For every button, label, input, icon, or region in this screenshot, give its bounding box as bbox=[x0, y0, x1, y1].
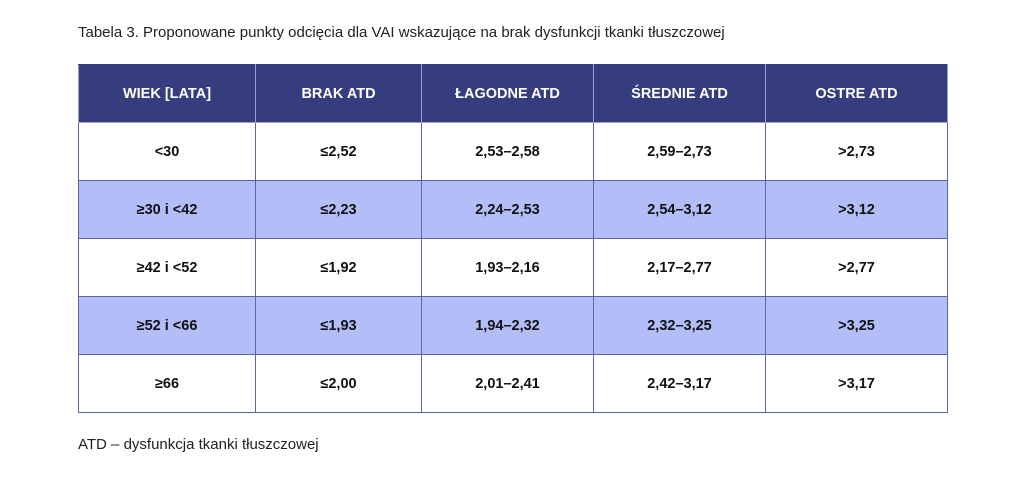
table-cell: 1,94–2,32 bbox=[421, 296, 594, 355]
table-cell: ≤2,23 bbox=[255, 180, 422, 239]
table-cell: <30 bbox=[78, 122, 256, 181]
table-cell: 2,17–2,77 bbox=[593, 238, 766, 297]
header-row: WIEK [LATA] BRAK ATD ŁAGODNE ATD ŚREDNIE… bbox=[78, 64, 948, 123]
header-age: WIEK [LATA] bbox=[78, 64, 256, 123]
table-cell: 2,53–2,58 bbox=[421, 122, 594, 181]
table-cell: >3,17 bbox=[765, 354, 948, 413]
table-cell: 2,24–2,53 bbox=[421, 180, 594, 239]
table-cell: ≥66 bbox=[78, 354, 256, 413]
header-moderate-atd: ŚREDNIE ATD bbox=[593, 64, 766, 123]
vai-cutoff-table: WIEK [LATA] BRAK ATD ŁAGODNE ATD ŚREDNIE… bbox=[78, 64, 948, 413]
table-row: ≥66 ≤2,00 2,01–2,41 2,42–3,17 >3,17 bbox=[78, 354, 948, 413]
table-cell: ≤2,52 bbox=[255, 122, 422, 181]
table-cell: 2,59–2,73 bbox=[593, 122, 766, 181]
table-cell: 1,93–2,16 bbox=[421, 238, 594, 297]
table-row: <30 ≤2,52 2,53–2,58 2,59–2,73 >2,73 bbox=[78, 122, 948, 181]
header-severe-atd: OSTRE ATD bbox=[765, 64, 948, 123]
table-cell: 2,42–3,17 bbox=[593, 354, 766, 413]
table-row: ≥30 i <42 ≤2,23 2,24–2,53 2,54–3,12 >3,12 bbox=[78, 180, 948, 239]
table-cell: ≤2,00 bbox=[255, 354, 422, 413]
table-cell: >2,77 bbox=[765, 238, 948, 297]
table-cell: ≥30 i <42 bbox=[78, 180, 256, 239]
table-cell: 2,54–3,12 bbox=[593, 180, 766, 239]
table-cell: >3,25 bbox=[765, 296, 948, 355]
footnote: ATD – dysfunkcja tkanki tłuszczowej bbox=[78, 436, 319, 453]
header-no-atd: BRAK ATD bbox=[255, 64, 422, 123]
table-caption: Tabela 3. Proponowane punkty odcięcia dl… bbox=[78, 24, 725, 41]
table-cell: >3,12 bbox=[765, 180, 948, 239]
table-cell: ≥52 i <66 bbox=[78, 296, 256, 355]
table-cell: 2,01–2,41 bbox=[421, 354, 594, 413]
table-row: ≥42 i <52 ≤1,92 1,93–2,16 2,17–2,77 >2,77 bbox=[78, 238, 948, 297]
header-mild-atd: ŁAGODNE ATD bbox=[421, 64, 594, 123]
table-cell: 2,32–3,25 bbox=[593, 296, 766, 355]
table-cell: >2,73 bbox=[765, 122, 948, 181]
table-cell: ≤1,93 bbox=[255, 296, 422, 355]
table-cell: ≤1,92 bbox=[255, 238, 422, 297]
table-cell: ≥42 i <52 bbox=[78, 238, 256, 297]
table-row: ≥52 i <66 ≤1,93 1,94–2,32 2,32–3,25 >3,25 bbox=[78, 296, 948, 355]
